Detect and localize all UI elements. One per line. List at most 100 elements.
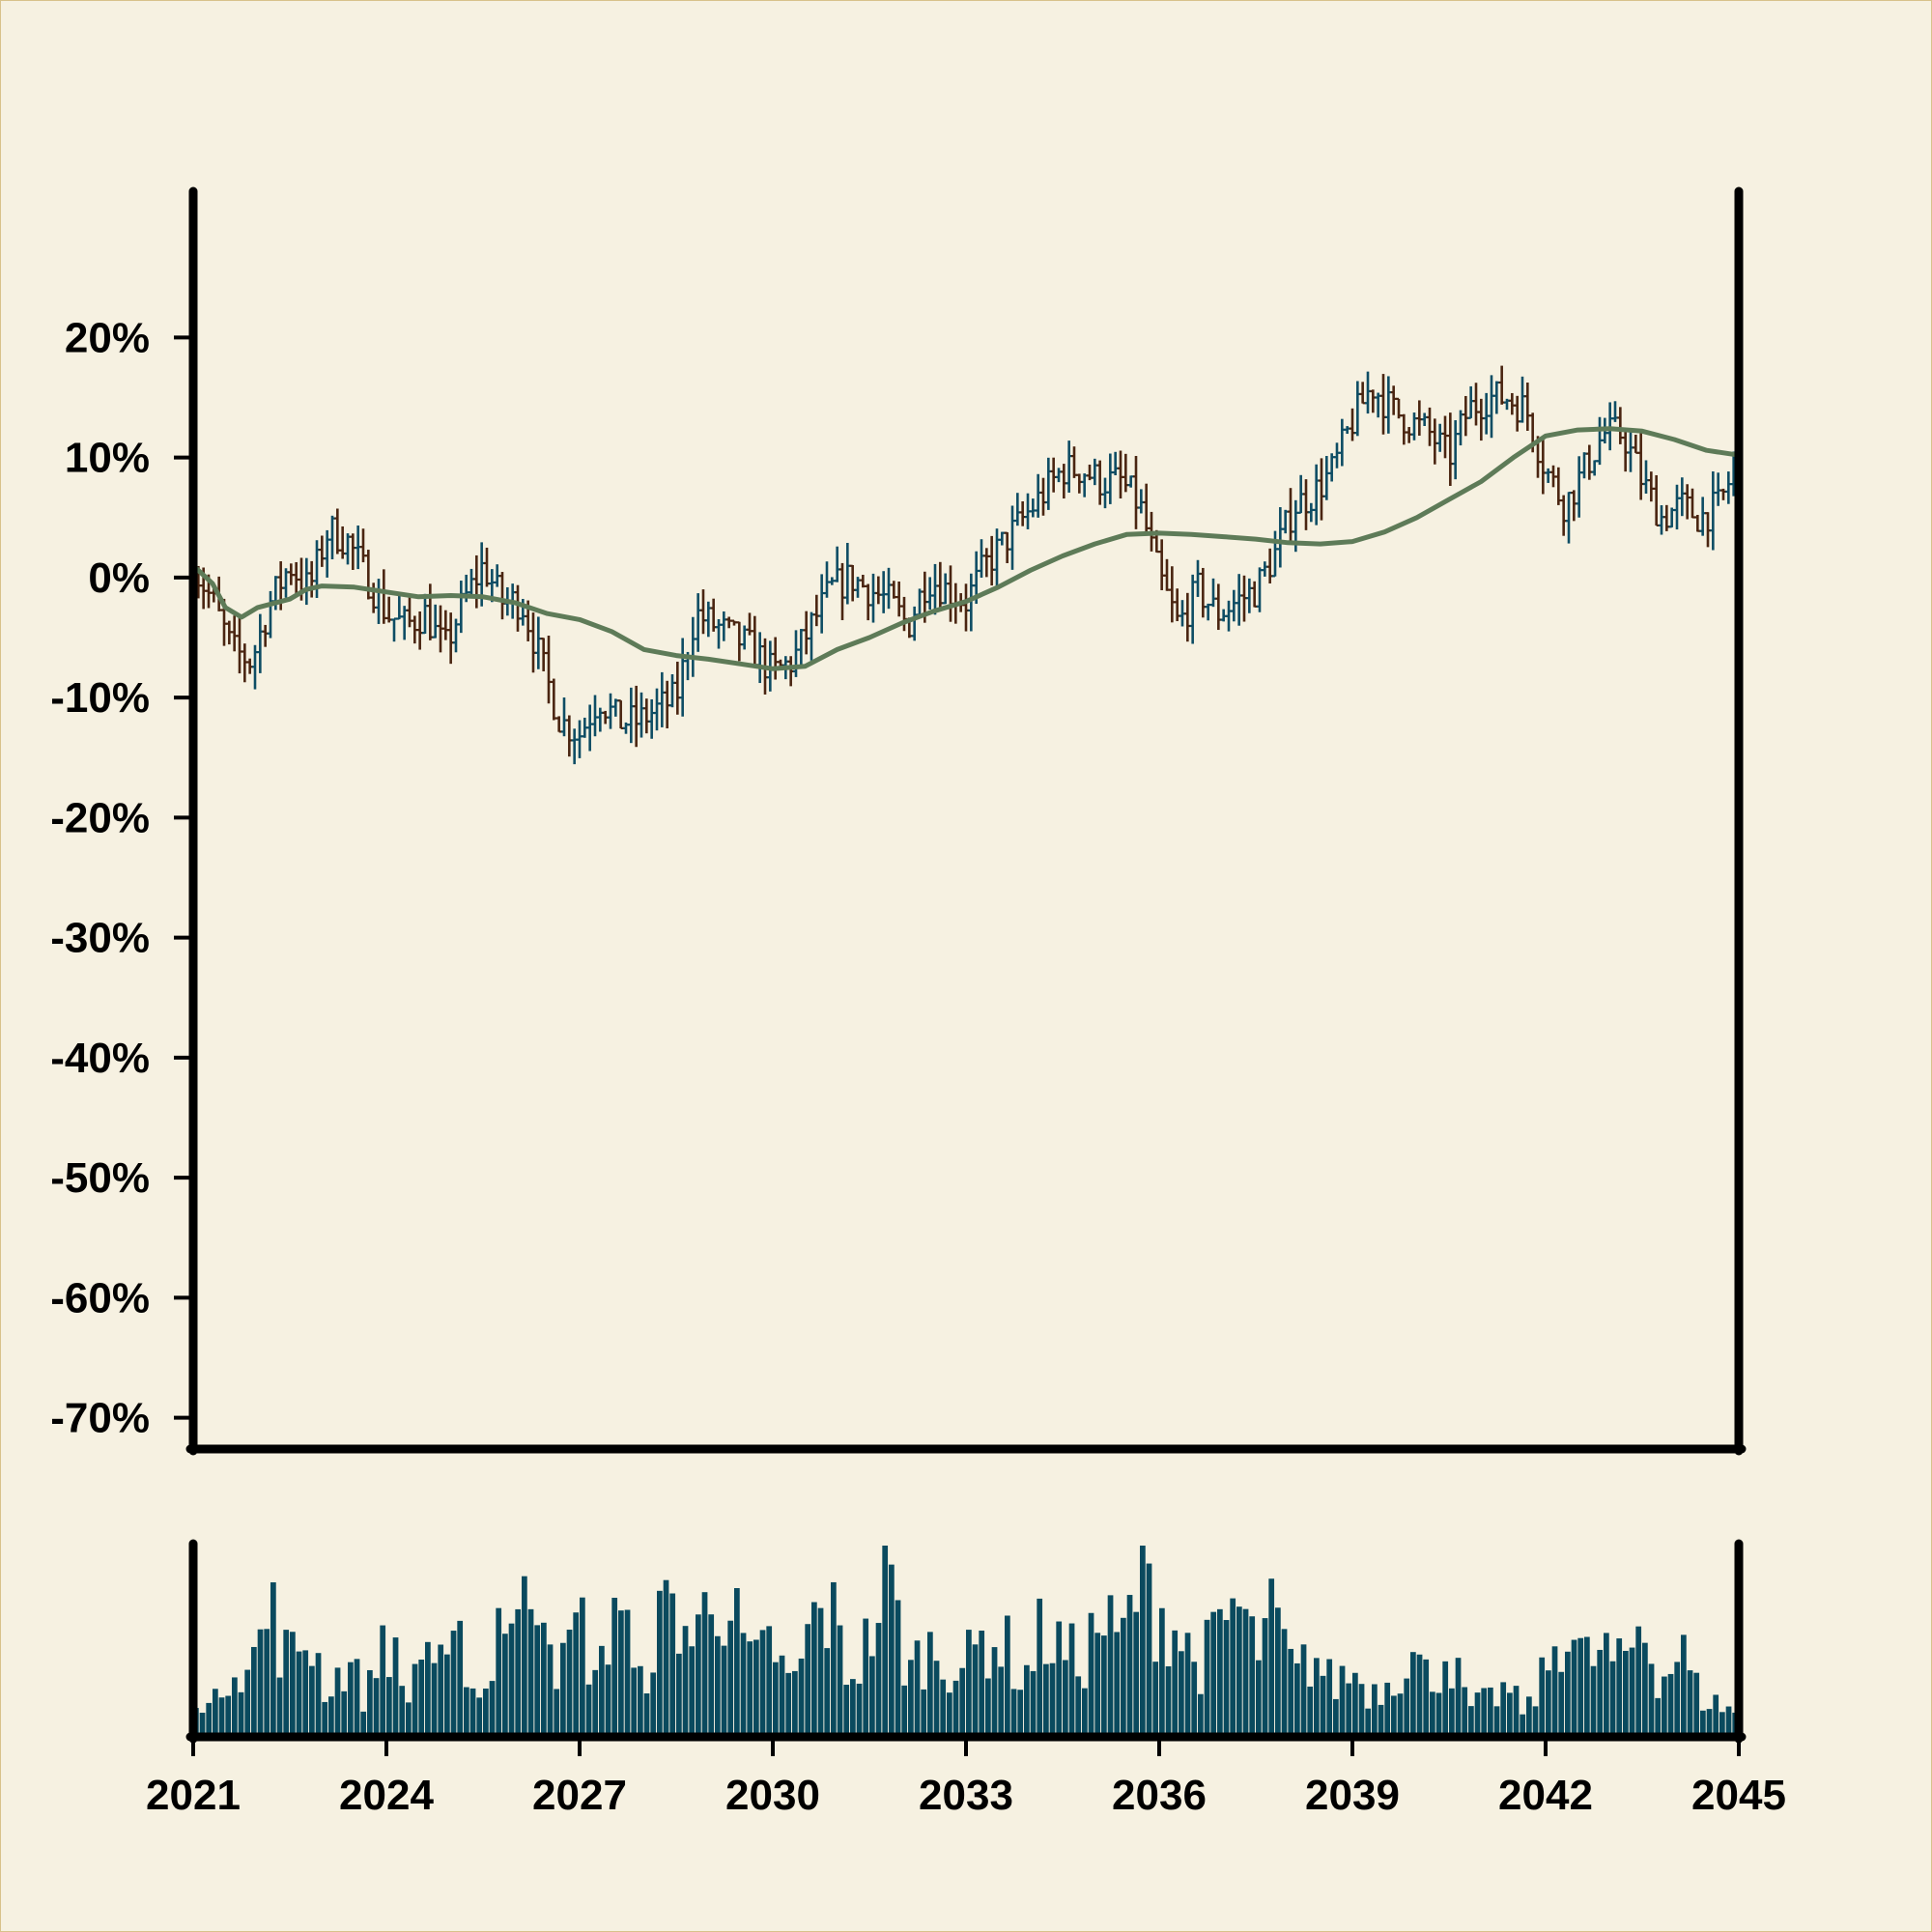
ohlc-bar <box>963 583 969 632</box>
volume-bar <box>1700 1710 1706 1735</box>
ohlc-bar <box>664 680 670 729</box>
volume-bar <box>1075 1676 1082 1735</box>
volume-bar <box>1281 1629 1288 1735</box>
ohlc-bar <box>674 661 681 715</box>
ohlc-bar <box>1297 474 1304 514</box>
volume-bar <box>547 1644 554 1735</box>
x-tick-label: 2021 <box>146 1772 241 1819</box>
volume-bar <box>657 1590 663 1735</box>
volume-bar <box>1546 1670 1551 1735</box>
ohlc-bar <box>1427 407 1433 446</box>
ohlc-bar <box>1350 408 1355 441</box>
ohlc-bar <box>1056 468 1062 483</box>
volume-bar <box>496 1607 502 1735</box>
volume-bar <box>1268 1578 1275 1735</box>
volume-bar <box>1416 1654 1423 1735</box>
ohlc-bar <box>577 720 582 758</box>
volume-bar <box>747 1641 753 1735</box>
volume-bar <box>580 1597 585 1735</box>
ohlc-bar <box>1282 509 1289 534</box>
volume-bar <box>1107 1595 1114 1735</box>
ohlc-bar <box>1432 418 1438 465</box>
ohlc-bar <box>1637 429 1644 500</box>
ohlc-bar <box>623 722 629 734</box>
volume-bar <box>1662 1676 1667 1735</box>
volume-bar <box>875 1623 882 1735</box>
volume-bar <box>270 1582 276 1735</box>
ohlc-bar <box>329 515 335 559</box>
ohlc-bar <box>1184 592 1191 642</box>
ohlc-bar <box>1081 473 1088 497</box>
ohlc-bar <box>1241 575 1247 622</box>
y-tick-label: -50% <box>50 1154 150 1202</box>
ohlc-bar <box>979 539 984 579</box>
ohlc-bar <box>1452 420 1459 480</box>
volume-bar <box>708 1614 715 1735</box>
volume-bar <box>1262 1618 1268 1735</box>
volume-bar <box>1577 1637 1584 1735</box>
ohlc-bar <box>829 577 836 585</box>
volume-bar <box>1210 1611 1217 1735</box>
ohlc-bar <box>407 593 412 628</box>
volume-bar <box>406 1702 412 1735</box>
ohlc-bar <box>1694 515 1701 532</box>
ohlc-bar <box>1653 474 1660 527</box>
volume-bar <box>927 1632 933 1735</box>
ohlc-bar <box>793 630 799 677</box>
volume-bar <box>740 1633 747 1735</box>
ohlc-bar <box>1272 530 1278 578</box>
volume-bar <box>418 1659 425 1735</box>
volume-bar <box>218 1697 225 1735</box>
volume-bar <box>399 1686 406 1735</box>
volume-bar <box>1681 1634 1687 1735</box>
ohlc-bar <box>257 613 264 673</box>
ohlc-bar <box>659 671 666 727</box>
ohlc-bar <box>442 610 449 640</box>
ohlc-bar <box>432 604 439 639</box>
volume-bar <box>972 1644 979 1735</box>
volume-bar <box>895 1600 901 1735</box>
volume-bar <box>650 1672 657 1735</box>
ohlc-bar <box>721 611 727 641</box>
volume-bar <box>1068 1623 1075 1735</box>
ohlc-bar <box>1581 452 1587 479</box>
volume-bar <box>933 1661 940 1735</box>
volume-bar <box>1352 1672 1358 1735</box>
ohlc-bar <box>1612 401 1618 422</box>
volume-bar <box>643 1693 650 1735</box>
volume-bar <box>663 1579 669 1735</box>
volume-bar <box>1049 1662 1056 1735</box>
ohlc-bar <box>1344 426 1350 435</box>
ohlc-bar <box>427 583 434 640</box>
ohlc-bar <box>334 508 341 554</box>
ohlc-bar <box>561 697 567 737</box>
y-tick-label: -60% <box>50 1274 150 1321</box>
ohlc-bar <box>1061 464 1067 499</box>
ohlc-bar <box>818 574 825 634</box>
ohlc-bar <box>1004 531 1010 563</box>
ohlc-bar <box>942 573 949 605</box>
ohlc-bar <box>376 579 382 624</box>
volume-bar <box>1474 1692 1481 1735</box>
ohlc-bar <box>1617 407 1624 444</box>
volume-bar <box>1314 1658 1320 1735</box>
ohlc-bar <box>288 563 295 585</box>
volume-bar <box>1481 1688 1488 1735</box>
volume-bar <box>476 1697 483 1735</box>
ohlc-bar <box>1143 483 1150 533</box>
volume-bar <box>1384 1682 1391 1735</box>
volume-bar <box>206 1702 213 1735</box>
ohlc-bar <box>824 561 830 598</box>
ohlc-bar <box>268 590 273 639</box>
ohlc-bar <box>1622 427 1629 472</box>
volume-bar <box>696 1614 701 1735</box>
ohlc-bar <box>360 528 366 563</box>
ohlc-bar <box>1370 389 1377 413</box>
y-tick-label: -30% <box>50 915 150 962</box>
volume-bar <box>1121 1617 1126 1735</box>
volume-bar <box>367 1669 373 1735</box>
volume-bar <box>824 1648 831 1735</box>
volume-bar <box>811 1602 817 1735</box>
ohlc-bar <box>1566 491 1572 544</box>
ohlc-bar <box>1421 412 1428 427</box>
